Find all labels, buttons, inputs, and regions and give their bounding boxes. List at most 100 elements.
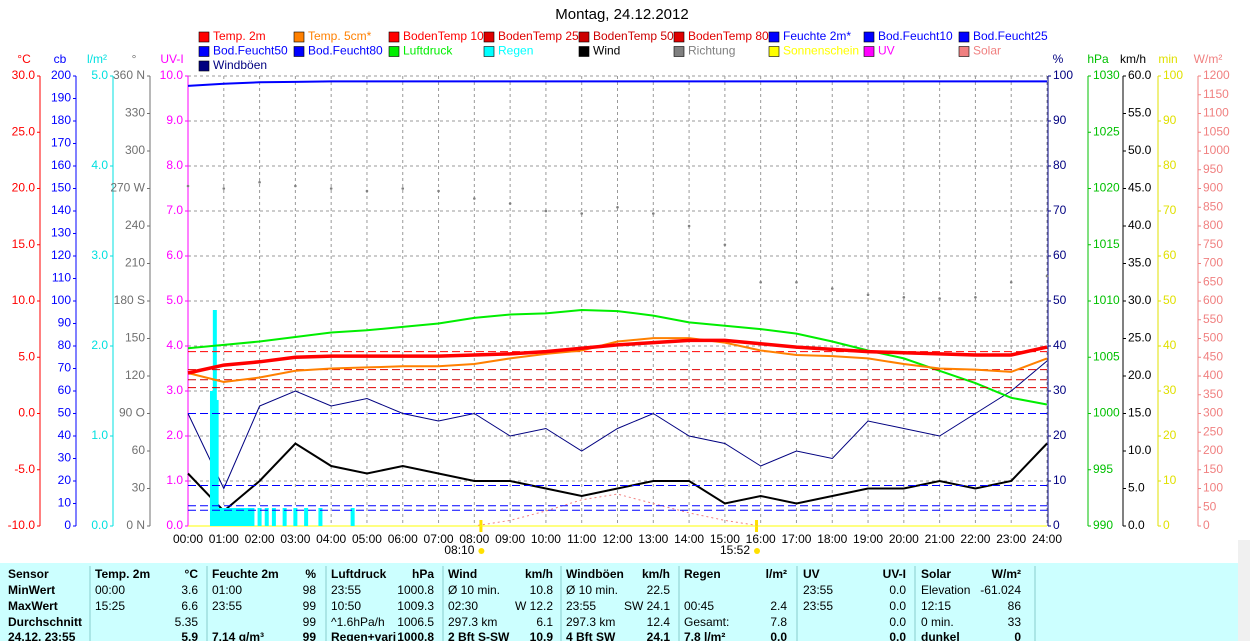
y-tick-label: 60 [1053, 248, 1067, 262]
y-tick-label: 70 [1053, 203, 1067, 217]
y-tick-label: 0 [1163, 518, 1170, 532]
y-tick-label: -5.0 [14, 462, 35, 476]
x-tick-label: 01:00 [209, 532, 239, 546]
table-cell: Solar [921, 567, 951, 581]
y-tick-label: 200 [51, 68, 71, 82]
y-tick-label: 90 O [119, 406, 145, 420]
rain-bar [236, 508, 241, 526]
direction-dot [902, 295, 906, 299]
rain-bar [282, 508, 287, 526]
rain-bar [350, 508, 355, 526]
rain-bar [232, 508, 237, 526]
table-cell: Regen+vari [331, 630, 396, 641]
table-cell: 7.14 g/m³ [212, 630, 264, 641]
y-tick-label: 0 [64, 518, 71, 532]
x-tick-label: 03:00 [280, 532, 310, 546]
y-tick-label: 850 [1203, 199, 1223, 213]
table-cell: 12.4 [647, 615, 671, 629]
x-tick-label: 17:00 [781, 532, 811, 546]
x-tick-label: 14:00 [674, 532, 704, 546]
y-tick-label: 600 [1203, 293, 1223, 307]
legend-label: Sonnenschein [783, 44, 859, 58]
axis-title: l/m² [87, 52, 107, 66]
direction-dot [866, 293, 870, 297]
table-cell: 3.6 [181, 583, 198, 597]
direction-dot [1009, 280, 1013, 284]
table-cell: 5.9 [181, 630, 198, 641]
y-tick-label: 5.0 [91, 68, 108, 82]
y-tick-label: 1030 [1093, 68, 1120, 82]
y-tick-label: 100 [1203, 481, 1223, 495]
y-tick-label: 200 [1203, 443, 1223, 457]
legend-label: Regen [498, 44, 533, 58]
y-tick-label: 300 [125, 143, 145, 157]
y-tick-label: 90 [58, 316, 72, 330]
legend-swatch [293, 31, 305, 43]
y-tick-label: 1150 [1203, 87, 1229, 101]
rain-bar [239, 508, 244, 526]
table-cell: 00:00 [95, 583, 125, 597]
rain-bar [318, 508, 323, 526]
legend-label: Temp. 2m [213, 29, 266, 43]
direction-dot [186, 184, 190, 188]
y-tick-label: 25.0 [12, 124, 36, 138]
y-tick-label: 110 [52, 271, 71, 285]
legend-label: BodenTemp 80 [688, 29, 769, 43]
series-line [187, 360, 1048, 490]
y-tick-label: 9.0 [166, 113, 183, 127]
y-tick-label: 50 [1053, 293, 1067, 307]
table-cell: 0 min. [921, 615, 954, 629]
y-tick-label: 150 [125, 331, 145, 345]
y-tick-label: 210 [125, 256, 145, 270]
legend-swatch [958, 46, 970, 57]
y-tick-label: 300 [1203, 406, 1223, 420]
x-tick-label: 08:00 [459, 532, 489, 546]
table-cell: Feuchte 2m [212, 567, 279, 581]
y-tick-label: 2.0 [166, 428, 183, 442]
x-tick-label: 11:00 [567, 532, 596, 546]
table-cell: 0.0 [889, 615, 906, 629]
y-tick-label: 180 S [114, 293, 145, 307]
rain-bar [271, 508, 276, 526]
table-cell: Regen [684, 567, 721, 581]
axis-title: UV-I [160, 52, 183, 66]
sun-icon [754, 548, 761, 554]
legend-label: Bod.Feucht50 [213, 44, 288, 58]
y-tick-label: 120 [51, 248, 71, 262]
sun-icon [478, 548, 485, 554]
y-tick-label: 50 [1203, 499, 1217, 513]
y-tick-label: 100 [1053, 68, 1073, 82]
y-tick-label: 400 [1203, 368, 1223, 382]
table-cell: W/m² [992, 567, 1021, 581]
table-cell: 02:30 [448, 599, 478, 613]
table-cell: -61.024 [980, 583, 1021, 597]
x-tick-label: 12:00 [602, 532, 632, 546]
table-cell: 98 [303, 583, 317, 597]
y-tick-label: 1015 [1093, 237, 1120, 251]
x-tick-label: 10:00 [531, 532, 561, 546]
legend-label: Feuchte 2m* [783, 29, 851, 43]
y-tick-label: 10.0 [1128, 443, 1152, 457]
direction-dot [401, 187, 405, 190]
y-tick-label: 80 [1053, 158, 1067, 172]
table-cell: 1000.8 [397, 583, 434, 597]
row-label: 24.12. 23:55 [8, 630, 76, 641]
table-cell: Ø 10 min. [566, 583, 618, 597]
table-cell: 99 [303, 615, 317, 629]
y-tick-label: 500 [1203, 331, 1223, 345]
legend-swatch [483, 46, 495, 57]
y-tick-label: 190 [51, 91, 71, 105]
table-cell: 86 [1008, 599, 1022, 613]
y-tick-label: 450 [1203, 349, 1223, 363]
legend-swatch [198, 46, 210, 57]
table-cell: 23:55 [212, 599, 242, 613]
x-tick-label: 07:00 [424, 532, 454, 546]
y-tick-label: 990 [1093, 518, 1113, 532]
legend-swatch [388, 46, 400, 57]
y-tick-label: 240 [125, 218, 145, 232]
direction-dot [616, 205, 619, 209]
y-tick-label: 1.0 [91, 428, 108, 442]
y-tick-label: 100 [51, 293, 71, 307]
y-tick-label: 70 [58, 361, 72, 375]
table-cell: 1009.3 [397, 599, 434, 613]
